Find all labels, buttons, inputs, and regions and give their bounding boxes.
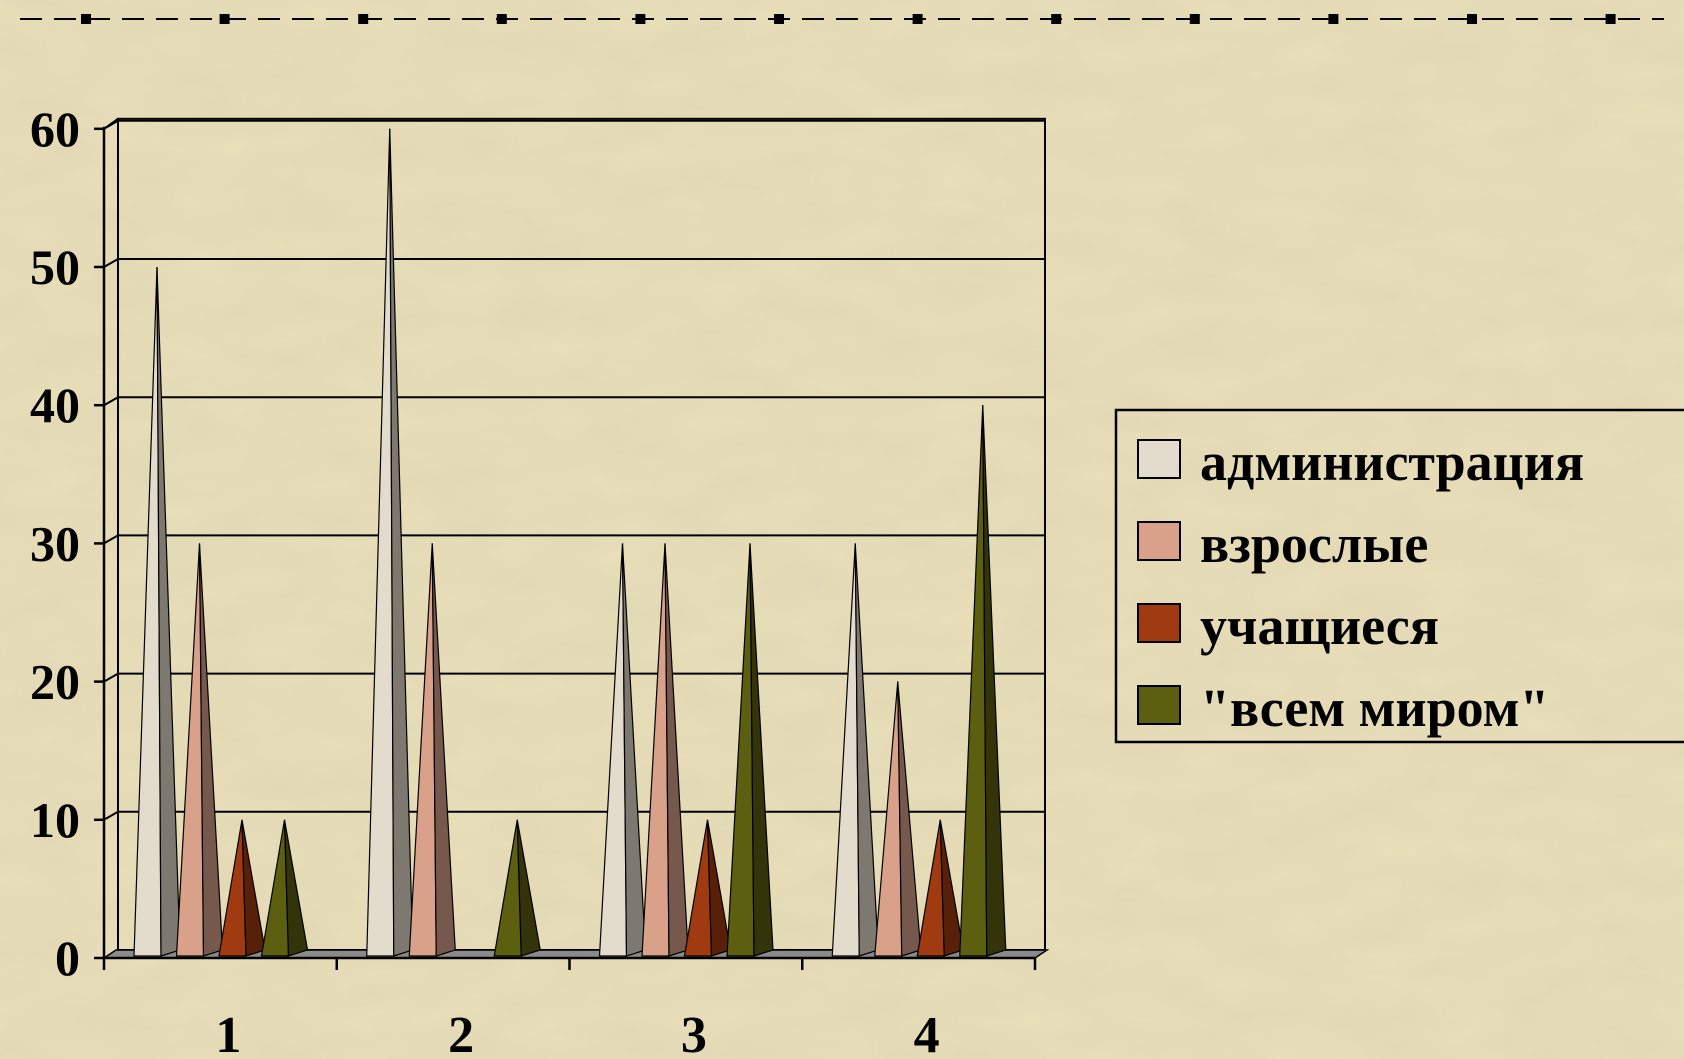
- cone-side-face: [156, 266, 181, 957]
- cone-side-face: [706, 819, 732, 957]
- cone-side-face: [389, 128, 414, 957]
- decorative-square: [81, 14, 91, 24]
- axes: [94, 126, 1037, 970]
- gridline-depth: [103, 534, 119, 545]
- cone-side-face: [664, 543, 689, 957]
- cone-mark: [175, 543, 224, 957]
- cone-mark: [916, 819, 964, 957]
- decorative-square: [1467, 14, 1477, 24]
- y-tick-label: 60: [30, 101, 80, 157]
- cone-side-face: [897, 681, 922, 957]
- x-axis-category-labels: 1 2 3 4: [215, 1007, 939, 1059]
- decorative-square: [912, 14, 923, 24]
- decorative-square: [635, 14, 646, 24]
- cone-mark: [959, 405, 1007, 957]
- legend-label: взрослые: [1200, 514, 1428, 574]
- top-decorative-line: [20, 14, 1664, 24]
- gridline-depth: [103, 258, 119, 268]
- cone-mark: [683, 819, 732, 957]
- x-category-label: 4: [914, 1007, 940, 1059]
- legend-label: администрация: [1200, 432, 1584, 492]
- x-category-label: 1: [215, 1007, 241, 1059]
- plot-left-wall-top: [103, 117, 119, 130]
- y-tick-label: 30: [30, 515, 80, 571]
- legend-entry: учащиеся: [1137, 596, 1439, 656]
- cone-mark: [726, 543, 774, 957]
- legend-label: "всем миром": [1200, 678, 1549, 738]
- y-tick-label: 40: [30, 377, 80, 433]
- decorative-square: [1605, 14, 1616, 24]
- cone-side-face: [939, 819, 964, 957]
- legend-swatch-all-together: [1137, 685, 1181, 725]
- cone-side-face: [283, 819, 309, 957]
- legend-swatch-students: [1137, 603, 1181, 643]
- legend-entry: администрация: [1137, 432, 1584, 492]
- gridline-depth: [103, 672, 119, 683]
- cone-side-face: [749, 543, 774, 957]
- cone-side-face: [241, 819, 266, 957]
- cone-mark: [874, 681, 922, 957]
- cone-side-face: [516, 819, 541, 957]
- decorative-square: [219, 14, 230, 24]
- cone-mark: [260, 819, 309, 957]
- cone-mark: [598, 543, 647, 957]
- decorative-square: [1051, 14, 1062, 24]
- y-tick-label: 50: [30, 239, 80, 295]
- x-category-label: 3: [681, 1007, 707, 1059]
- decorative-square: [1189, 14, 1200, 24]
- decorative-square: [496, 14, 507, 24]
- legend: администрация взрослые учащиеся "всем ми…: [1114, 408, 1684, 744]
- cone-mark: [493, 819, 541, 957]
- cone-side-face: [982, 405, 1007, 957]
- legend-swatch-adults: [1137, 521, 1181, 561]
- decorative-square: [1328, 14, 1339, 24]
- data-cones: [133, 128, 1007, 957]
- cone-mark: [366, 128, 414, 957]
- legend-box: [1114, 408, 1684, 744]
- y-tick-label: 10: [30, 792, 80, 848]
- decorative-square: [358, 14, 369, 24]
- x-category-label: 2: [448, 1007, 474, 1059]
- legend-swatch-administration: [1137, 439, 1181, 479]
- y-tick-label: 0: [55, 930, 80, 986]
- gridline-depth: [103, 810, 119, 821]
- cone-side-face: [431, 543, 456, 957]
- cone-side-face: [621, 543, 647, 957]
- cone-mark: [831, 543, 879, 957]
- cone-side-face: [854, 543, 879, 957]
- cone-side-face: [198, 543, 224, 957]
- cone-mark: [641, 543, 689, 957]
- gridline-depth: [103, 396, 119, 407]
- decorative-square: [774, 14, 784, 24]
- cone-mark: [133, 266, 181, 957]
- legend-entry: взрослые: [1137, 514, 1428, 574]
- y-tick-label: 20: [30, 654, 80, 710]
- cone-mark: [218, 819, 266, 957]
- y-axis-tick-labels: 0 10 20 30 40 50 60: [30, 101, 80, 986]
- legend-label: учащиеся: [1200, 596, 1439, 656]
- legend-entry: "всем миром": [1137, 678, 1549, 738]
- cone-mark: [408, 543, 456, 957]
